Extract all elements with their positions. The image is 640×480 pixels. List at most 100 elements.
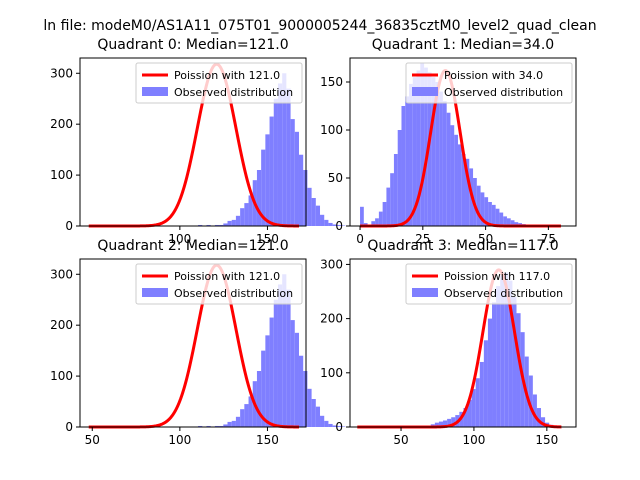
histogram-bar: [223, 223, 228, 226]
histogram-bar: [510, 220, 515, 226]
y-tick-label: 200: [50, 318, 73, 332]
legend-label-poisson: Poission with 34.0: [444, 69, 543, 82]
histogram-bar: [484, 197, 489, 226]
x-tick-label: 50: [393, 433, 408, 447]
histogram-bar: [390, 173, 394, 226]
histogram-bar: [324, 219, 329, 226]
histogram-bar: [393, 154, 398, 226]
y-tick-label: 0: [335, 420, 343, 434]
histogram-bar: [386, 187, 391, 226]
legend-label-observed: Observed distribution: [174, 287, 293, 300]
histogram-bar: [273, 98, 278, 226]
histogram-bar: [480, 192, 485, 226]
histogram-bar: [412, 77, 417, 226]
histogram-bar: [231, 219, 236, 226]
histogram-bar: [439, 91, 443, 226]
histogram-bar: [508, 280, 513, 427]
histogram-bar: [265, 134, 270, 226]
histogram-bar: [315, 406, 321, 427]
legend-box: [405, 62, 573, 104]
histogram-bar: [496, 286, 501, 427]
histogram-bar: [438, 421, 444, 427]
x-tick-label: 100: [462, 433, 485, 447]
axes-title: Quadrant 2: Median=121.0: [97, 238, 288, 254]
y-tick-label: 300: [50, 267, 73, 281]
legend-patch-swatch: [142, 288, 168, 297]
y-tick-label: 0: [335, 219, 343, 233]
legend-label-poisson: Poission with 121.0: [174, 270, 280, 283]
histogram-bar: [465, 158, 470, 226]
histogram-bar: [307, 187, 312, 226]
histogram-bar: [286, 289, 291, 427]
histogram-bar: [315, 205, 321, 226]
histogram-bar: [332, 425, 337, 427]
histogram-bar: [256, 371, 262, 427]
histogram-bar: [328, 222, 333, 226]
histogram-bar: [371, 221, 376, 226]
histogram-bar: [307, 388, 312, 427]
quadrant-1-axes: 0 25 50 75 0 50 100 150 Quadrant 1: Median=34.0 P…: [320, 37, 577, 246]
histogram-bar: [311, 399, 316, 427]
histogram-bar: [471, 389, 476, 427]
histogram-bar: [303, 371, 308, 427]
histogram-bar: [290, 320, 295, 427]
histogram-bar: [336, 425, 342, 427]
histogram-bar: [248, 195, 253, 226]
y-tick-label: 150: [320, 75, 343, 89]
histogram-bar: [294, 332, 299, 427]
histogram-bar: [269, 317, 274, 427]
histogram-bar: [332, 224, 337, 226]
histogram-bar: [214, 425, 220, 427]
x-tick-label: 50: [478, 232, 493, 246]
histogram-bar: [336, 224, 342, 226]
legend-patch-swatch: [412, 87, 438, 96]
histogram-bar: [227, 421, 232, 427]
histogram-bar: [516, 313, 521, 427]
histogram-bar: [483, 340, 488, 427]
histogram-bar: [506, 218, 511, 226]
histogram-bar: [536, 408, 541, 427]
histogram-bar: [488, 202, 492, 226]
histogram-bar: [240, 208, 245, 226]
histogram-bar: [446, 112, 451, 226]
x-tick-label: 150: [256, 232, 279, 246]
histogram-bar: [450, 125, 455, 226]
histogram-bar: [476, 185, 481, 226]
legend-box: [135, 263, 303, 305]
axes-title: Quadrant 1: Median=34.0: [372, 37, 554, 53]
y-tick-label: 0: [65, 219, 73, 233]
axes-title: Quadrant 0: Median=121.0: [97, 37, 288, 53]
histogram-bar: [435, 82, 440, 226]
histogram-bar: [256, 170, 262, 226]
histogram-bar: [223, 424, 228, 427]
histogram-bar: [442, 101, 447, 226]
histogram-bar: [463, 408, 468, 427]
histogram-bar: [214, 224, 220, 226]
histogram-bar: [261, 149, 266, 226]
legend-label-observed: Observed distribution: [444, 287, 563, 300]
histogram-bar: [378, 211, 383, 226]
histogram-bar: [219, 425, 224, 427]
histogram-bar: [427, 72, 432, 227]
y-tick-label: 0: [65, 420, 73, 434]
histogram-bar: [341, 426, 346, 427]
histogram-bar: [461, 154, 466, 226]
histogram-bar: [500, 275, 505, 427]
x-tick-label: 50: [85, 433, 100, 447]
histogram-bar: [320, 415, 325, 427]
histogram-bar: [273, 299, 278, 427]
histogram-bar: [443, 420, 448, 427]
y-tick-label: 300: [50, 66, 73, 80]
histogram-bar: [328, 423, 333, 427]
histogram-bar: [434, 422, 439, 427]
histogram-bar: [382, 202, 387, 226]
histogram-bar: [219, 224, 224, 226]
histogram-bar: [512, 296, 517, 427]
legend-label-observed: Observed distribution: [444, 86, 563, 99]
legend-box: [135, 62, 303, 104]
x-tick-label: 100: [168, 433, 191, 447]
histogram-bar: [341, 225, 346, 226]
histogram-bar: [240, 409, 245, 427]
x-tick-label: 75: [541, 232, 556, 246]
